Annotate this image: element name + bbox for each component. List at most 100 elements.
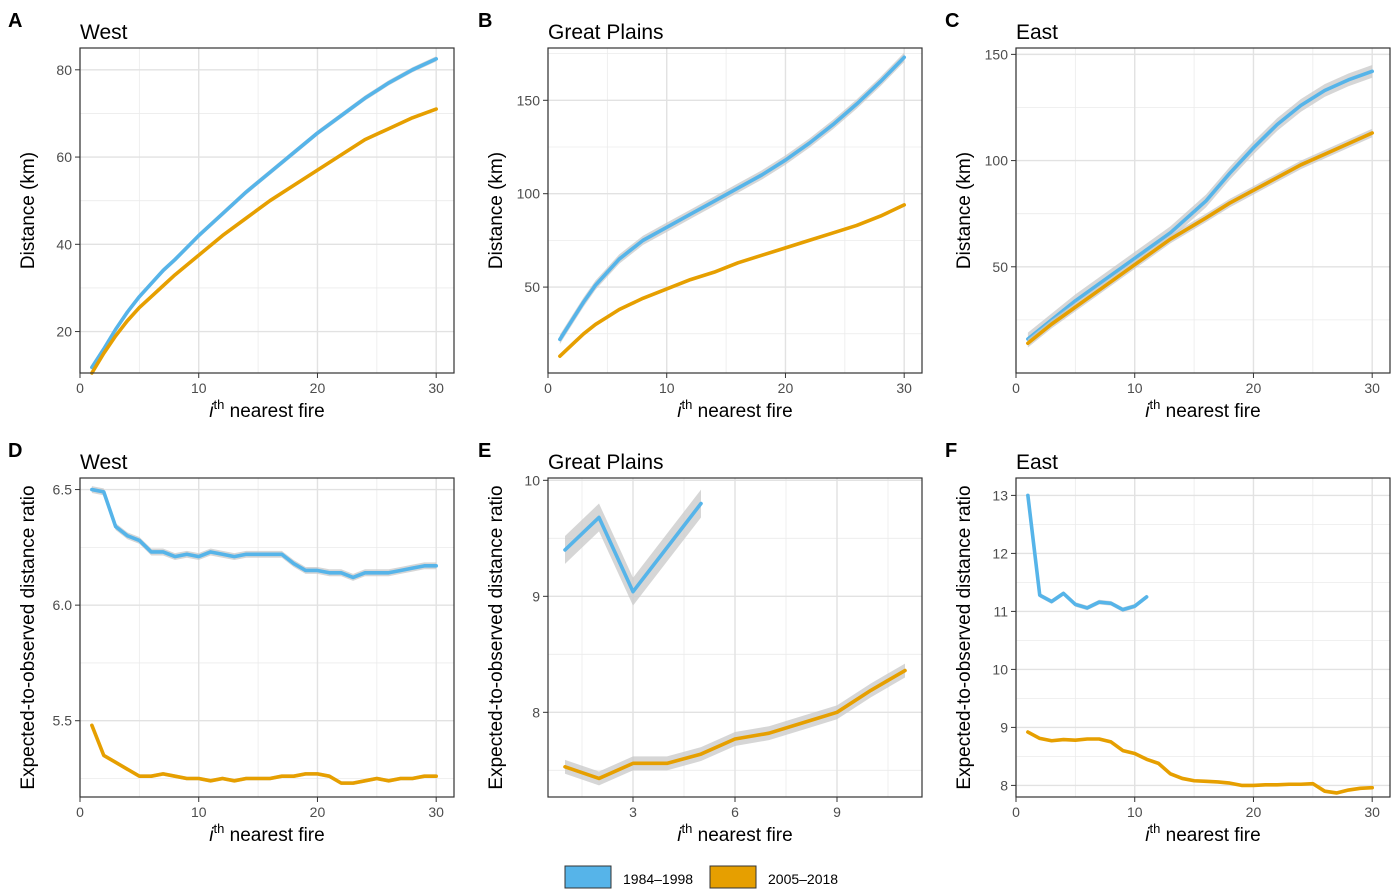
panel-b: B Great Plains 0 10 20 30 50 100 150 ith nearest …	[478, 10, 923, 422]
x-axis-label: ith nearest fire	[677, 397, 792, 422]
y-tick-label: 80	[56, 62, 72, 78]
x-tick-label: 0	[544, 380, 552, 396]
confidence-band	[1027, 128, 1373, 348]
x-tick-label: 10	[1127, 804, 1143, 820]
plot-area	[80, 48, 454, 373]
x-tick-label: 0	[1012, 804, 1020, 820]
x-tick-label: 0	[1012, 380, 1020, 396]
x-tick-label: 30	[428, 804, 444, 820]
panel-letter: C	[945, 10, 959, 32]
y-axis-label: Expected-to-observed distance ratio	[954, 485, 975, 789]
y-axis-label: Distance (km)	[954, 152, 975, 269]
x-tick-label: 0	[76, 804, 84, 820]
panel-a: A West 0 10 20 30 20 40 60 80 ith nearest fire Dist…	[8, 10, 455, 422]
series-line-2005-2018	[90, 723, 438, 785]
y-tick-label: 50	[992, 259, 1008, 275]
y-tick-label: 40	[56, 236, 72, 252]
panel-title: East	[1016, 451, 1058, 474]
panel-letter: A	[8, 10, 22, 32]
plot-area	[80, 478, 454, 797]
plot-border	[1015, 477, 1391, 798]
panel-f: F East 0 10 20 30 8 9 10 11 12 13 ith nearest fire Ex…	[945, 440, 1391, 846]
y-tick-label: 8	[532, 704, 540, 720]
y-tick-label: 11	[993, 603, 1008, 619]
y-tick-label: 50	[524, 279, 540, 295]
plot-border	[547, 477, 923, 798]
x-tick-label: 20	[1246, 380, 1262, 396]
y-tick-label: 150	[517, 92, 541, 108]
y-tick-label: 12	[992, 545, 1008, 561]
x-tick-label: 10	[191, 380, 207, 396]
panel-title: West	[80, 451, 128, 474]
x-tick-label: 30	[1364, 380, 1380, 396]
x-tick-label: 9	[833, 804, 841, 820]
plot-border	[79, 47, 455, 374]
x-axis-label: ith nearest fire	[1145, 397, 1260, 422]
x-tick-label: 0	[76, 380, 84, 396]
y-tick-label: 9	[1000, 719, 1008, 735]
y-tick-label: 100	[985, 153, 1009, 169]
y-tick-label: 20	[56, 324, 72, 340]
panel-letter: E	[478, 440, 491, 462]
x-tick-label: 10	[191, 804, 207, 820]
panel-e: E Great Plains 3 6 9 8 9 10 ith nearest fire Expe…	[478, 440, 923, 846]
y-tick-label: 13	[992, 487, 1008, 503]
series-line-2005-2018	[1026, 131, 1374, 346]
minor-grid	[548, 48, 922, 373]
plot-border	[1015, 47, 1391, 374]
legend-label: 1984–1998	[623, 871, 693, 887]
y-tick-label: 5.5	[53, 713, 73, 729]
panel-letter: F	[945, 440, 957, 462]
panel-title: West	[80, 21, 128, 44]
panel-letter: B	[478, 10, 492, 32]
y-tick-label: 10	[524, 472, 540, 488]
series-line-2005-2018	[1026, 730, 1374, 795]
panel-d: D West 0 10 20 30 5.5 6.0 6.5 ith nearest fire Exp…	[8, 440, 455, 846]
plot-border	[79, 477, 455, 798]
y-axis-label: Distance (km)	[486, 152, 507, 269]
series-line-1984-1998	[90, 487, 438, 580]
panel-title: Great Plains	[548, 21, 664, 44]
x-axis-label: ith nearest fire	[677, 821, 792, 846]
series-line-2005-2018	[90, 107, 438, 375]
series-line-2005-2018	[558, 203, 906, 358]
x-tick-label: 30	[1364, 804, 1380, 820]
y-axis-label: Expected-to-observed distance ratio	[486, 485, 507, 789]
y-tick-label: 6.5	[53, 482, 73, 498]
x-tick-label: 10	[659, 380, 675, 396]
x-tick-label: 10	[1127, 380, 1143, 396]
y-tick-label: 9	[532, 588, 540, 604]
y-tick-label: 150	[985, 46, 1009, 62]
x-tick-label: 20	[778, 380, 794, 396]
x-tick-label: 20	[1246, 804, 1262, 820]
x-tick-label: 30	[428, 380, 444, 396]
panel-letter: D	[8, 440, 22, 462]
y-tick-label: 10	[992, 661, 1008, 677]
y-tick-label: 8	[1000, 777, 1008, 793]
x-tick-label: 20	[310, 804, 326, 820]
x-tick-label: 30	[896, 380, 912, 396]
y-tick-label: 6.0	[53, 597, 73, 613]
series-line-2005-2018	[563, 668, 907, 781]
plot-area	[1016, 478, 1390, 797]
panel-c: C East 0 10 20 30 50 100 150 ith nearest fire Dist…	[945, 10, 1391, 422]
confidence-band	[565, 663, 905, 786]
minor-grid	[1016, 48, 1390, 373]
series-line-1984-1998	[563, 501, 703, 594]
x-axis-label: ith nearest fire	[209, 821, 324, 846]
legend-key	[709, 865, 757, 889]
panel-title: Great Plains	[548, 451, 664, 474]
x-axis-label: ith nearest fire	[1145, 821, 1260, 846]
y-tick-label: 60	[56, 149, 72, 165]
legend: 1984–1998 2005–2018	[564, 865, 838, 889]
plot-area	[1016, 48, 1390, 373]
y-axis-label: Distance (km)	[18, 152, 39, 269]
y-tick-label: 100	[517, 186, 541, 202]
x-tick-label: 20	[310, 380, 326, 396]
legend-key	[564, 865, 612, 889]
panel-title: East	[1016, 21, 1058, 44]
series-line-1984-1998	[90, 57, 438, 370]
x-axis-label: ith nearest fire	[209, 397, 324, 422]
x-tick-label: 3	[629, 804, 637, 820]
